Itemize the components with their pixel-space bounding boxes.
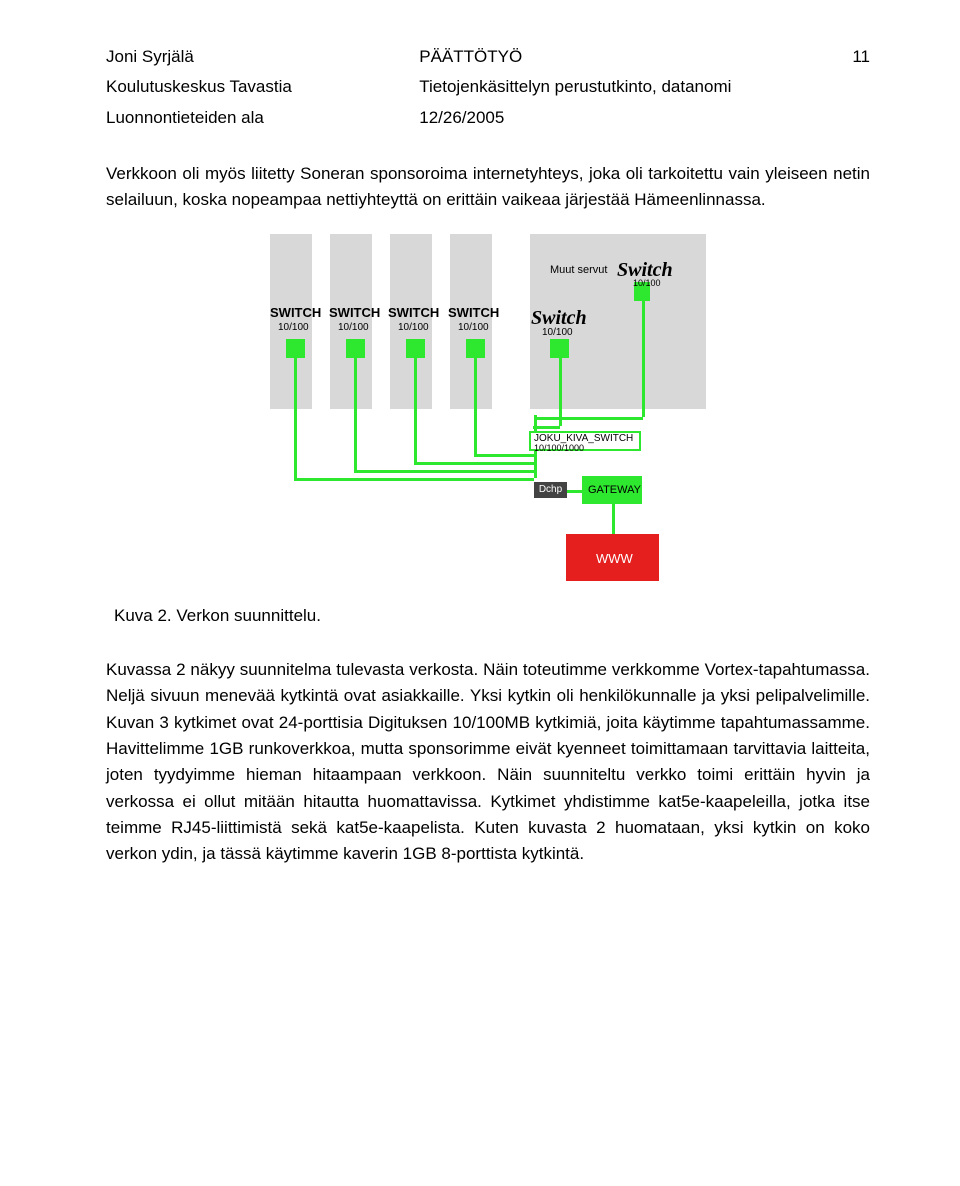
figure-caption: Kuva 2. Verkon suunnittelu.: [114, 603, 870, 629]
cable-line: [559, 358, 562, 426]
switch-node: [466, 339, 485, 358]
switch-node: [286, 339, 305, 358]
cable-line: [533, 426, 560, 429]
cable-line: [294, 358, 297, 478]
doc-header-row-1: Joni Syrjälä PÄÄTTÖTYÖ 11: [106, 44, 870, 70]
diagram-label: 10/100: [398, 322, 429, 333]
diagram-label: SWITCH: [329, 306, 380, 320]
cable-line: [294, 478, 534, 481]
diagram-label: 10/100: [338, 322, 369, 333]
diagram-label: 10/100: [278, 322, 309, 333]
diagram-label: 10/100: [458, 322, 489, 333]
cable-line: [612, 504, 615, 534]
diagram-label: Muut servut: [550, 264, 607, 276]
page-number: 11: [755, 44, 870, 70]
work-type: PÄÄTTÖTYÖ: [419, 44, 755, 70]
dhcp-node: Dchp: [534, 482, 567, 498]
network-diagram: Dchp SWITCH SWITCH SWITCH SWITCH 10/100 10/100…: [270, 234, 706, 581]
doc-header-row-2: Koulutuskeskus Tavastia Tietojenkäsittel…: [106, 74, 870, 100]
cable-line: [567, 490, 583, 493]
diagram-label: Switch: [531, 308, 587, 328]
doc-header: Joni Syrjälä PÄÄTTÖTYÖ 11 Koulutuskeskus…: [106, 44, 870, 131]
intro-paragraph: Verkkoon oli myös liitetty Soneran spons…: [106, 161, 870, 214]
diagram-label: 10/100: [542, 327, 573, 338]
network-diagram-wrap: Dchp SWITCH SWITCH SWITCH SWITCH 10/100 10/100…: [106, 234, 870, 581]
doc-date: 12/26/2005: [419, 105, 755, 131]
cable-line: [354, 470, 534, 473]
diagram-label: Switch: [617, 260, 673, 280]
cable-line: [414, 358, 417, 462]
switch-node: [346, 339, 365, 358]
cable-line: [354, 358, 357, 470]
school-name: Koulutuskeskus Tavastia: [106, 74, 419, 100]
diagram-label: SWITCH: [448, 306, 499, 320]
author-name: Joni Syrjälä: [106, 44, 419, 70]
switch-node: [406, 339, 425, 358]
cable-line: [474, 358, 477, 454]
cable-line: [642, 301, 645, 417]
cable-line: [534, 417, 643, 420]
diagram-label: SWITCH: [388, 306, 439, 320]
program-name: Tietojenkäsittelyn perustutkinto, datano…: [419, 74, 870, 100]
diagram-label: WWW: [596, 552, 633, 566]
diagram-label: GATEWAY: [588, 484, 641, 496]
switch-node: [550, 339, 569, 358]
body-paragraph: Kuvassa 2 näkyy suunnitelma tulevasta ve…: [106, 657, 870, 868]
faculty-name: Luonnontieteiden ala: [106, 105, 419, 131]
diagram-label: 10/100: [633, 279, 661, 289]
diagram-label: 10/100/1000: [534, 444, 584, 454]
cable-line: [474, 454, 534, 457]
diagram-label: SWITCH: [270, 306, 321, 320]
doc-header-row-3: Luonnontieteiden ala 12/26/2005: [106, 105, 870, 131]
cable-line: [414, 462, 534, 465]
